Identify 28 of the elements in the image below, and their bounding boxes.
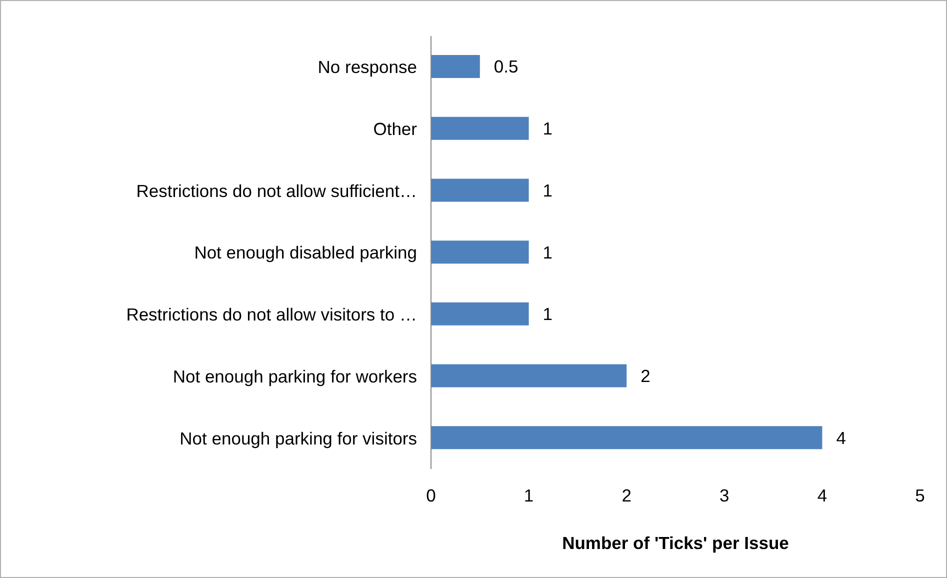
x-tick-label: 5 (915, 485, 925, 506)
y-tick-label: Not enough parking for workers (172, 366, 418, 386)
y-tick-label: Restrictions do not allow sufficient… (136, 180, 417, 201)
y-tick-label: Other (373, 119, 418, 139)
data-label: 1 (542, 304, 553, 324)
x-tick-label: 1 (524, 485, 534, 506)
x-axis-title: Number of 'Ticks' per Issue (562, 533, 790, 553)
y-tick-label: Not enough disabled parking (194, 242, 417, 263)
bar (431, 178, 529, 202)
bar (431, 364, 627, 388)
data-label: 1 (542, 242, 553, 262)
bar (431, 116, 529, 140)
data-label: 2 (640, 366, 650, 386)
y-tick-label: No response (318, 57, 417, 78)
data-label: 1 (542, 180, 553, 200)
y-tick-label: Restrictions do not allow visitors to … (126, 304, 417, 325)
data-label: 1 (542, 118, 553, 139)
data-label: 0.5 (494, 56, 518, 77)
bar (431, 55, 480, 78)
bar (431, 240, 529, 264)
bar (431, 426, 822, 450)
data-label: 4 (836, 428, 846, 448)
x-tick-label: 4 (817, 485, 828, 506)
bar (431, 302, 529, 326)
x-tick-label: 0 (426, 485, 436, 506)
x-tick-label: 2 (622, 485, 632, 506)
x-tick-label: 3 (720, 485, 730, 506)
y-tick-label: Not enough parking for visitors (180, 428, 418, 448)
